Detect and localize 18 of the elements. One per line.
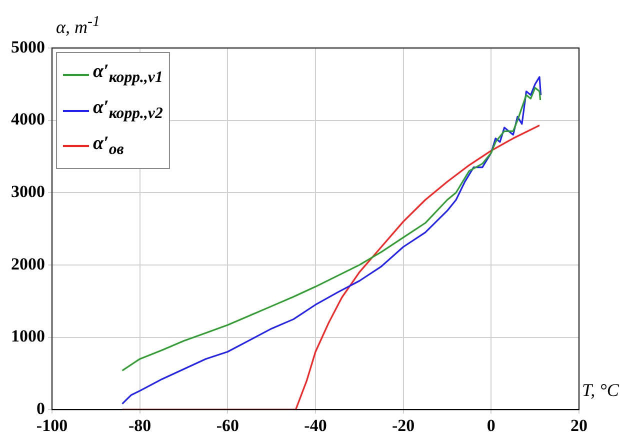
legend-label: α′$_{корр.,v2}$ bbox=[93, 96, 163, 124]
y-axis-title: α, m$^{-1}$ bbox=[56, 14, 100, 38]
y-tick-label: 3000 bbox=[11, 182, 45, 202]
x-tick-label: -40 bbox=[304, 416, 327, 436]
x-tick-label: -20 bbox=[392, 416, 415, 436]
legend-label: α′$_{ов}$ bbox=[93, 132, 124, 160]
x-tick-label: -60 bbox=[216, 416, 240, 436]
y-tick-label: 4000 bbox=[11, 110, 45, 129]
x-tick-label: 20 bbox=[570, 416, 588, 436]
x-tick-label: -100 bbox=[36, 416, 68, 436]
x-tick-label: -80 bbox=[128, 416, 152, 436]
y-tick-label: 5000 bbox=[11, 37, 45, 56]
x-tick-label: 0 bbox=[486, 416, 496, 436]
y-tick-label: 0 bbox=[36, 398, 45, 418]
y-tick-label: 2000 bbox=[11, 254, 45, 274]
x-axis-title: T, °C bbox=[582, 380, 619, 401]
y-tick-label: 1000 bbox=[11, 326, 45, 346]
legend-label: α′$_{корр.,v1}$ bbox=[93, 60, 163, 88]
